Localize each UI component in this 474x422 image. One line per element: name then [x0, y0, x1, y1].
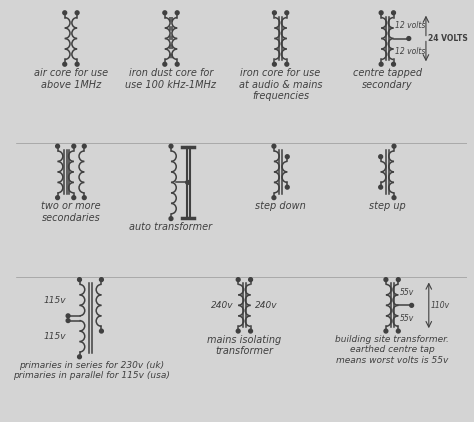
Circle shape	[396, 329, 400, 333]
Circle shape	[82, 144, 86, 148]
Circle shape	[72, 196, 76, 200]
Circle shape	[66, 319, 70, 322]
Circle shape	[249, 278, 253, 281]
Circle shape	[273, 11, 276, 15]
Circle shape	[392, 196, 396, 200]
Text: iron dust core for
use 100 kHz-1MHz: iron dust core for use 100 kHz-1MHz	[126, 68, 217, 89]
Text: step up: step up	[369, 201, 406, 211]
Circle shape	[285, 11, 289, 15]
Circle shape	[410, 303, 413, 307]
Text: 115v: 115v	[44, 332, 66, 341]
Circle shape	[285, 155, 289, 159]
Circle shape	[379, 11, 383, 15]
Text: 55v: 55v	[400, 314, 414, 323]
Circle shape	[285, 62, 289, 66]
Circle shape	[163, 11, 167, 15]
Circle shape	[384, 278, 388, 281]
Text: 12 volts: 12 volts	[395, 21, 426, 30]
Circle shape	[249, 329, 253, 333]
Circle shape	[379, 185, 383, 189]
Text: 110v: 110v	[431, 301, 450, 310]
Circle shape	[63, 11, 67, 15]
Text: 24 VOLTS: 24 VOLTS	[428, 34, 467, 43]
Text: centre tapped
secondary: centre tapped secondary	[353, 68, 422, 89]
Circle shape	[392, 144, 396, 148]
Circle shape	[392, 11, 395, 15]
Text: iron core for use
at audio & mains
frequencies: iron core for use at audio & mains frequ…	[239, 68, 322, 101]
Text: 115v: 115v	[44, 295, 66, 305]
Circle shape	[175, 62, 179, 66]
Text: step down: step down	[255, 201, 306, 211]
Circle shape	[75, 11, 79, 15]
Circle shape	[384, 329, 388, 333]
Circle shape	[72, 144, 76, 148]
Circle shape	[75, 62, 79, 66]
Circle shape	[169, 144, 173, 148]
Text: two or more
secondaries: two or more secondaries	[41, 201, 101, 223]
Circle shape	[396, 278, 400, 281]
Circle shape	[163, 62, 167, 66]
Text: primaries in series for 230v (uk)
primaries in parallel for 115v (usa): primaries in series for 230v (uk) primar…	[13, 361, 170, 380]
Circle shape	[379, 62, 383, 66]
Text: 240v: 240v	[255, 301, 278, 310]
Circle shape	[78, 278, 82, 281]
Text: air core for use
above 1MHz: air core for use above 1MHz	[34, 68, 108, 89]
Circle shape	[379, 155, 383, 159]
Circle shape	[55, 196, 60, 200]
Circle shape	[272, 144, 276, 148]
Text: 55v: 55v	[400, 288, 414, 297]
Circle shape	[55, 144, 60, 148]
Circle shape	[273, 62, 276, 66]
Text: 240v: 240v	[211, 301, 233, 310]
Circle shape	[392, 62, 395, 66]
Circle shape	[78, 355, 82, 359]
Circle shape	[272, 196, 276, 200]
Circle shape	[63, 62, 67, 66]
Circle shape	[169, 217, 173, 221]
Circle shape	[100, 329, 103, 333]
Circle shape	[236, 329, 240, 333]
Circle shape	[100, 278, 103, 281]
Circle shape	[186, 181, 190, 184]
Text: 12 volts: 12 volts	[395, 47, 426, 56]
Circle shape	[407, 37, 410, 41]
Circle shape	[82, 196, 86, 200]
Text: building site transformer.
earthed centre tap
means worst volts is 55v: building site transformer. earthed centr…	[335, 335, 449, 365]
Circle shape	[175, 11, 179, 15]
Circle shape	[285, 185, 289, 189]
Circle shape	[236, 278, 240, 281]
Text: auto transformer: auto transformer	[129, 222, 212, 233]
Circle shape	[66, 314, 70, 318]
Text: mains isolating
transformer: mains isolating transformer	[207, 335, 282, 357]
